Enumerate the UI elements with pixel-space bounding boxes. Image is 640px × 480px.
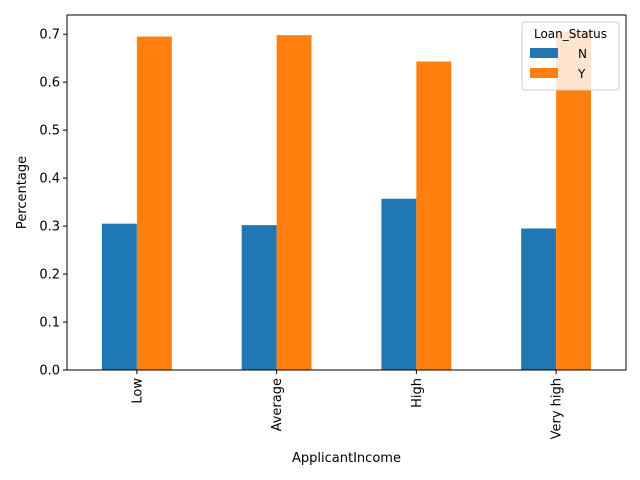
x-axis-label: ApplicantIncome (292, 451, 401, 466)
legend-swatch-Y (530, 68, 558, 78)
bar-Y-low (136, 36, 172, 371)
y-tick-label: 0.2 (39, 268, 60, 283)
bar-Y-high (416, 61, 452, 370)
legend-label-N: N (578, 47, 587, 61)
bar-N-high (381, 198, 417, 370)
axes-frame (66, 14, 627, 371)
bar-N-low (101, 223, 137, 370)
y-tick-label: 0.0 (39, 364, 60, 379)
legend-title: Loan_Status (534, 27, 607, 41)
x-tick-label: Low (130, 378, 145, 404)
bar-N-average (241, 225, 277, 370)
y-axis-label: Percentage (15, 156, 30, 229)
legend: Loan_Status NY (521, 21, 620, 91)
y-tick-label: 0.7 (39, 28, 60, 43)
legend-label-Y: Y (577, 67, 586, 81)
y-tick-label: 0.1 (39, 316, 60, 331)
y-tick-label: 0.5 (39, 124, 60, 139)
legend-items: NY (530, 47, 587, 81)
bar-N-very-high (521, 228, 557, 370)
x-tick-label: High (410, 378, 425, 408)
y-tick-label: 0.4 (39, 172, 60, 187)
x-tick-label: Average (270, 378, 285, 431)
bars-group (101, 31, 592, 371)
bar-Y-average (276, 35, 312, 370)
x-tick-label: Very high (550, 378, 565, 439)
y-tick-label: 0.3 (39, 220, 60, 235)
y-tick-label: 0.6 (39, 76, 60, 91)
y-axis-ticks: 0.0 0.1 0.2 0.3 0.4 0.5 0.6 0.7 (39, 28, 67, 379)
legend-swatch-N (530, 48, 558, 58)
x-axis-ticks: Low Average High Very high (130, 370, 565, 439)
